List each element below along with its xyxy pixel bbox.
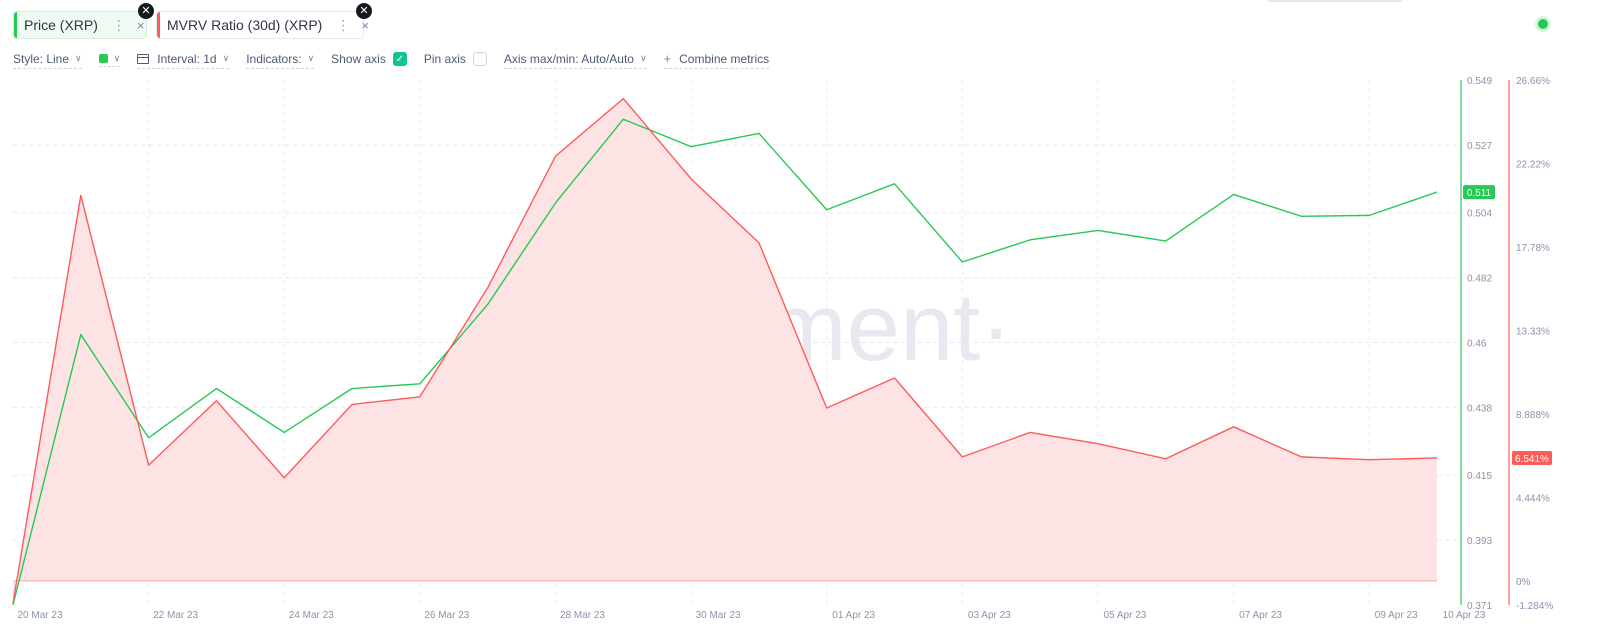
pin-axis-checkbox[interactable] <box>472 52 487 66</box>
y-right-tick-label: 8.888% <box>1516 410 1550 421</box>
metric-color-bar <box>157 12 160 38</box>
show-axis-toggle[interactable]: Show axis ✓ <box>331 52 407 68</box>
price-line <box>12 118 1438 606</box>
color-dropdown[interactable]: ∨ <box>98 53 121 67</box>
mvrv-last-value-label: 6.541% <box>1515 454 1549 465</box>
chevron-down-icon: ∨ <box>639 53 647 63</box>
y-left-tick-label: 0.504 <box>1467 209 1492 220</box>
y-right-ticks: 26.66% 22.22% 17.78% 13.33% 8.888% 4.444% 0% -1… <box>1516 76 1553 612</box>
chart-axes <box>1460 80 1510 605</box>
metric-remove-icon[interactable]: × <box>361 17 369 33</box>
mvrv-line <box>12 97 1438 604</box>
metric-menu-icon[interactable]: ⋮ <box>336 16 350 33</box>
chart-grid <box>13 80 1460 605</box>
y-left-tick-label: 0.393 <box>1467 536 1492 547</box>
metric-menu-icon[interactable]: ⋮ <box>111 16 126 33</box>
x-tick-label: 28 Mar 23 <box>560 610 605 621</box>
y-left-tick-label: 0.46 <box>1467 339 1487 350</box>
status-indicator-dot <box>1538 19 1548 29</box>
x-tick-label: 01 Apr 23 <box>832 610 875 621</box>
axis-max-min-dropdown[interactable]: Axis max/min: Auto/Auto ∨ <box>503 51 647 69</box>
y-right-tick-label: 0% <box>1516 577 1531 588</box>
plus-icon: + <box>663 51 672 66</box>
y-left-tick-label: 0.482 <box>1467 274 1492 285</box>
mvrv-area-fill <box>13 98 1437 604</box>
chevron-down-icon: ∨ <box>307 53 315 63</box>
x-tick-label: 03 Apr 23 <box>968 610 1011 621</box>
y-right-tick-label: -1.284% <box>1516 601 1553 612</box>
metric-color-bar <box>14 12 17 38</box>
chevron-down-icon: ∨ <box>113 53 121 63</box>
metric-label-price: Price (XRP) <box>24 17 98 33</box>
close-icon[interactable]: ✕ <box>356 3 372 19</box>
chevron-down-icon: ∨ <box>222 53 230 63</box>
calendar-icon <box>137 53 150 64</box>
pin-axis-toggle[interactable]: Pin axis <box>424 52 487 68</box>
last-value-badges: 0.511 6.541% <box>1463 185 1552 465</box>
series-lines <box>12 97 1438 606</box>
y-left-tick-label: 0.549 <box>1467 76 1492 87</box>
interval-dropdown[interactable]: Interval: 1d ∨ <box>137 51 230 69</box>
close-icon[interactable]: ✕ <box>138 3 154 19</box>
axis-max-min-label: Axis max/min: Auto/Auto <box>503 51 634 66</box>
x-tick-label: 30 Mar 23 <box>696 610 741 621</box>
pin-axis-label: Pin axis <box>423 52 466 66</box>
x-axis-ticks: 20 Mar 23 22 Mar 23 24 Mar 23 26 Mar 23 28 M… <box>17 610 1485 621</box>
y-right-tick-label: 26.66% <box>1516 76 1550 87</box>
x-tick-label: 26 Mar 23 <box>424 610 469 621</box>
show-axis-label: Show axis <box>331 52 386 66</box>
mvrv-area <box>13 98 1437 604</box>
x-tick-label: 24 Mar 23 <box>289 610 334 621</box>
combine-metrics-button[interactable]: + Combine metrics <box>663 51 770 69</box>
y-left-tick-label: 0.415 <box>1467 471 1492 482</box>
metric-remove-icon[interactable]: × <box>136 17 145 33</box>
y-left-ticks: 0.549 0.527 0.504 0.482 0.46 0.438 0.415 0.393 0… <box>1467 76 1492 612</box>
indicators-label: Indicators: <box>246 51 302 66</box>
chart-toolbar: Style: Line ∨ ∨ Interval: 1d ∨ Indicator… <box>13 50 786 70</box>
x-tick-label: 05 Apr 23 <box>1104 610 1147 621</box>
top-divider <box>1268 0 1402 2</box>
price-last-value-badge <box>1463 185 1495 200</box>
x-tick-label: 10 Apr 23 <box>1443 610 1486 621</box>
y-right-tick-label: 17.78% <box>1516 243 1550 254</box>
indicators-dropdown[interactable]: Indicators: ∨ <box>246 51 315 69</box>
metric-tab-mvrv[interactable]: MVRV Ratio (30d) (XRP) ⋮ × <box>156 11 369 39</box>
interval-label: Interval: 1d <box>157 51 217 66</box>
style-label: Style: Line <box>13 51 70 66</box>
x-tick-label: 09 Apr 23 <box>1375 610 1418 621</box>
style-dropdown[interactable]: Style: Line ∨ <box>13 52 82 69</box>
x-tick-label: 07 Apr 23 <box>1239 610 1282 621</box>
x-tick-label: 20 Mar 23 <box>17 610 62 621</box>
y-left-tick-label: 0.438 <box>1467 403 1492 414</box>
watermark: ·santiment· <box>532 274 1012 381</box>
y-right-tick-label: 4.444% <box>1516 493 1550 504</box>
y-right-tick-label: 22.22% <box>1516 159 1550 170</box>
y-left-tick-label: 0.527 <box>1467 141 1492 152</box>
y-left-tick-label: 0.371 <box>1467 601 1492 612</box>
metric-label-mvrv: MVRV Ratio (30d) (XRP) <box>167 17 323 33</box>
mvrv-last-value-badge <box>1512 450 1552 465</box>
y-right-tick-label: 13.33% <box>1516 326 1550 337</box>
combine-metrics-label: Combine metrics <box>679 51 770 66</box>
color-swatch <box>98 54 108 63</box>
chevron-down-icon: ∨ <box>75 53 82 63</box>
price-last-value-label: 0.511 <box>1467 188 1492 199</box>
show-axis-checkbox[interactable]: ✓ <box>392 52 407 66</box>
x-tick-label: 22 Mar 23 <box>153 610 198 621</box>
metric-tab-price[interactable]: Price (XRP) ⋮ × <box>13 11 147 39</box>
